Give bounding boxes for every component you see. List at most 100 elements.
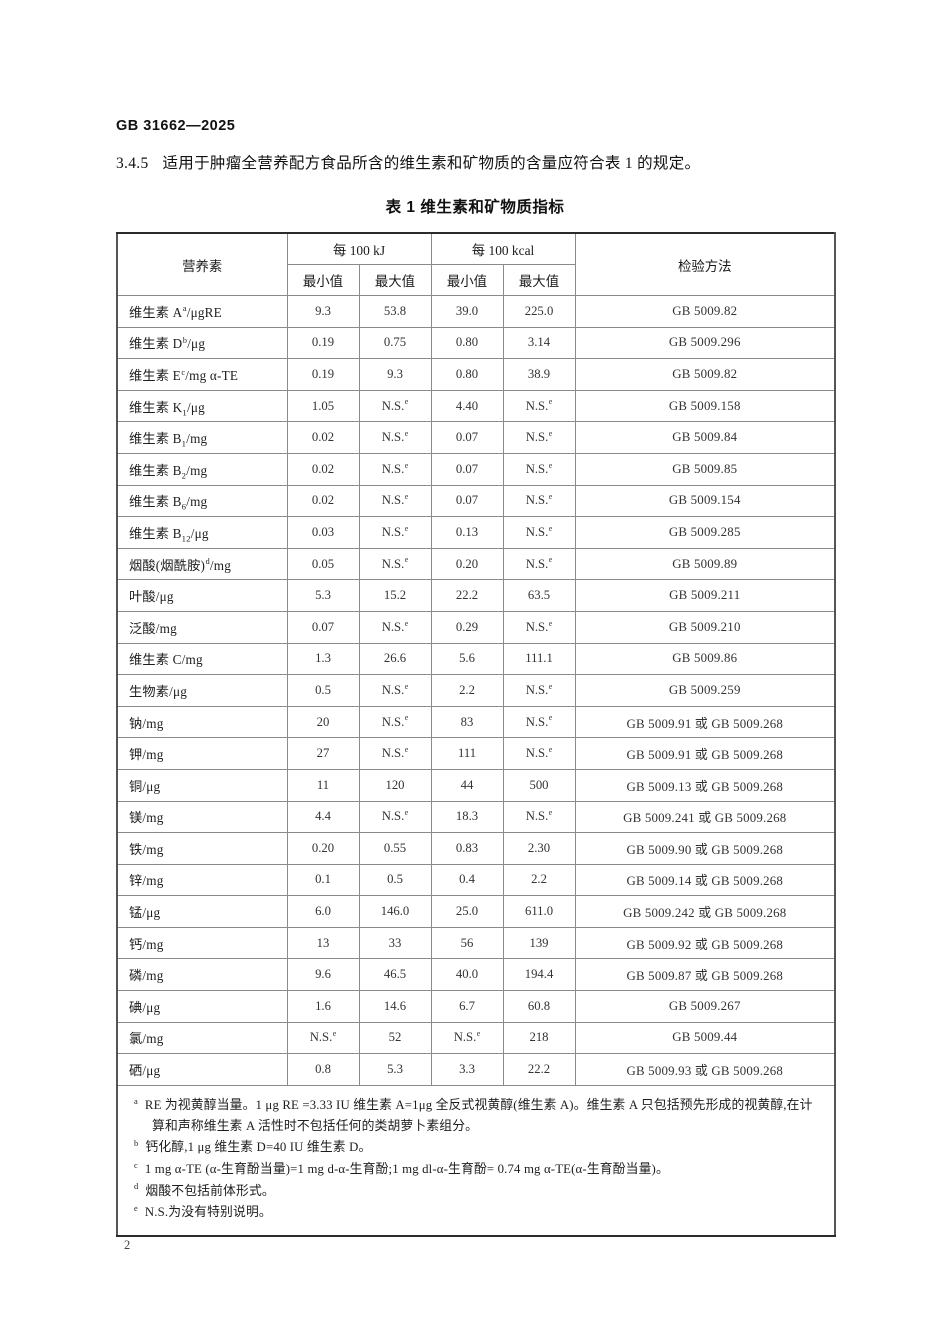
col-header-per-100kj: 每 100 kJ	[286, 232, 432, 265]
cell-kj-max: N.S.e	[358, 484, 432, 518]
cell-kcal-min: 2.2	[430, 674, 504, 707]
footnote-marker: c	[134, 1159, 138, 1170]
cell-kcal-min: 0.07	[430, 452, 504, 486]
row-nutrient-name: 磷/mg	[116, 958, 288, 992]
row-nutrient-name: 钾/mg	[116, 737, 288, 770]
cell-kj-max: 26.6	[358, 642, 432, 676]
cell-method: GB 5009.13 或 GB 5009.268	[574, 768, 837, 802]
table-row: 磷/mg 9.6 46.5 40.0 194.4 GB 5009.87 或 GB 5009…	[116, 958, 837, 992]
footnote-marker: a	[134, 1095, 138, 1106]
cell-kj-max: N.S.e	[358, 547, 432, 581]
cell-kj-max: 9.3	[358, 358, 432, 391]
cell-kcal-max: N.S.e	[502, 389, 576, 423]
page-number: 2	[124, 1238, 131, 1252]
table-row: 硒/μg 0.8 5.3 3.3 22.2 GB 5009.93 或 GB 5009.26…	[116, 1053, 837, 1086]
cell-kcal-max: 111.1	[502, 642, 576, 676]
row-nutrient-name: 维生素 Aa/μgRE	[116, 295, 288, 328]
row-nutrient-name: 锌/mg	[116, 863, 288, 897]
cell-kcal-max: N.S.e	[502, 547, 576, 581]
cell-kcal-min: 44	[430, 768, 504, 802]
cell-kj-max: 0.55	[358, 832, 432, 865]
cell-method: GB 5009.211	[574, 579, 837, 612]
cell-kj-min: 9.6	[286, 958, 360, 992]
cell-method: GB 5009.90 或 GB 5009.268	[574, 832, 837, 865]
table-row: 铁/mg 0.20 0.55 0.83 2.30 GB 5009.90 或 GB 5009…	[116, 832, 837, 865]
cell-method: GB 5009.285	[574, 516, 837, 549]
row-nutrient-name: 维生素 B12/μg	[116, 516, 288, 549]
footnote-text: 钙化醇,1 μg 维生素 D=40 IU 维生素 D。	[145, 1140, 372, 1155]
clause-text: 适用于肿瘤全营养配方食品所含的维生素和矿物质的含量应符合表 1 的规定。	[162, 155, 701, 172]
footnote-text: 烟酸不包括前体形式。	[145, 1183, 275, 1198]
cell-kj-min: 0.19	[286, 358, 360, 391]
cell-kcal-max: 139	[502, 926, 576, 960]
cell-kj-max: 33	[358, 926, 432, 960]
footnote-text: N.S.为没有特别说明。	[144, 1205, 272, 1220]
row-nutrient-name: 维生素 Db/μg	[116, 326, 288, 360]
table-row: 维生素 Db/μg 0.19 0.75 0.80 3.14 GB 5009.296	[116, 326, 837, 360]
cell-kcal-max: 2.30	[502, 832, 576, 865]
cell-kcal-max: 194.4	[502, 958, 576, 992]
cell-method: GB 5009.85	[574, 452, 837, 486]
cell-kcal-min: 0.83	[430, 832, 504, 865]
cell-kj-min: 0.8	[286, 1053, 360, 1086]
cell-kj-max: 5.3	[358, 1053, 432, 1086]
cell-kcal-min: 56	[430, 926, 504, 960]
cell-kcal-max: 500	[502, 768, 576, 802]
cell-kcal-min: 0.4	[430, 863, 504, 897]
row-nutrient-name: 锰/μg	[116, 895, 288, 928]
cell-kj-max: 53.8	[358, 295, 432, 328]
footnote-text: RE 为视黄醇当量。1 μg RE =3.33 IU 维生素 A=1μg 全反式…	[144, 1097, 813, 1133]
cell-method: GB 5009.44	[574, 1021, 837, 1055]
row-nutrient-name: 维生素 B6/mg	[116, 484, 288, 518]
cell-kcal-max: N.S.e	[502, 610, 576, 644]
cell-kj-min: 4.4	[286, 800, 360, 834]
cell-kj-min: 0.05	[286, 547, 360, 581]
row-nutrient-name: 维生素 C/mg	[116, 642, 288, 676]
cell-kcal-min: 40.0	[430, 958, 504, 992]
cell-kj-max: 15.2	[358, 579, 432, 612]
table-row: 叶酸/μg 5.3 15.2 22.2 63.5 GB 5009.211	[116, 579, 837, 612]
row-nutrient-name: 氯/mg	[116, 1021, 288, 1055]
cell-kcal-min: 0.20	[430, 547, 504, 581]
table-row: 烟酸(烟酰胺)d/mg 0.05 N.S.e 0.20 N.S.e GB 5009.89	[116, 547, 837, 581]
cell-kj-min: 9.3	[286, 295, 360, 328]
cell-kcal-min: 0.07	[430, 421, 504, 454]
cell-kj-max: 52	[358, 1021, 432, 1055]
row-nutrient-name: 维生素 Ec/mg α-TE	[116, 358, 288, 391]
row-nutrient-name: 维生素 B1/mg	[116, 421, 288, 454]
table-row: 生物素/μg 0.5 N.S.e 2.2 N.S.e GB 5009.259	[116, 674, 837, 707]
cell-kcal-max: N.S.e	[502, 484, 576, 518]
cell-kj-min: 0.19	[286, 326, 360, 360]
table-row: 镁/mg 4.4 N.S.e 18.3 N.S.e GB 5009.241 或 GB 50…	[116, 800, 837, 834]
table-row: 维生素 B6/mg 0.02 N.S.e 0.07 N.S.e GB 5009.154	[116, 484, 837, 518]
cell-kcal-min: 0.13	[430, 516, 504, 549]
cell-kcal-max: N.S.e	[502, 800, 576, 834]
row-nutrient-name: 碘/μg	[116, 990, 288, 1023]
table-body: 维生素 Aa/μgRE 9.3 53.8 39.0 225.0 GB 5009.82 维生素…	[116, 295, 837, 1086]
row-nutrient-name: 烟酸(烟酰胺)d/mg	[116, 547, 288, 581]
table-head: 营养素 每 100 kJ 每 100 kcal 检验方法 最小值 最大值 最小值…	[116, 232, 837, 296]
cell-kj-max: 146.0	[358, 895, 432, 928]
table-foot: a RE 为视黄醇当量。1 μg RE =3.33 IU 维生素 A=1μg 全反…	[115, 1084, 837, 1238]
cell-kcal-max: N.S.e	[502, 421, 576, 454]
cell-method: GB 5009.154	[574, 484, 837, 518]
clause-paragraph: 3.4.5 适用于肿瘤全营养配方食品所含的维生素和矿物质的含量应符合表 1 的规定…	[116, 152, 836, 175]
row-nutrient-name: 钙/mg	[116, 926, 288, 960]
footnote-e: e N.S.为没有特别说明。	[134, 1202, 818, 1223]
table-row: 维生素 Aa/μgRE 9.3 53.8 39.0 225.0 GB 5009.82	[116, 295, 837, 328]
cell-method: GB 5009.89	[574, 547, 837, 581]
table-container: 营养素 每 100 kJ 每 100 kcal 检验方法 最小值 最大值 最小值…	[115, 232, 837, 1238]
cell-kj-min: 0.02	[286, 421, 360, 454]
cell-kcal-min: 0.80	[430, 326, 504, 360]
row-nutrient-name: 生物素/μg	[116, 674, 288, 707]
row-nutrient-name: 硒/μg	[116, 1053, 288, 1086]
cell-kj-max: 0.75	[358, 326, 432, 360]
cell-kj-min: 0.1	[286, 863, 360, 897]
cell-kcal-max: N.S.e	[502, 705, 576, 739]
clause-number: 3.4.5	[116, 155, 149, 172]
cell-kj-min: 5.3	[286, 579, 360, 612]
cell-method: GB 5009.259	[574, 674, 837, 707]
cell-kj-max: N.S.e	[358, 516, 432, 549]
row-nutrient-name: 维生素 K1/μg	[116, 389, 288, 423]
